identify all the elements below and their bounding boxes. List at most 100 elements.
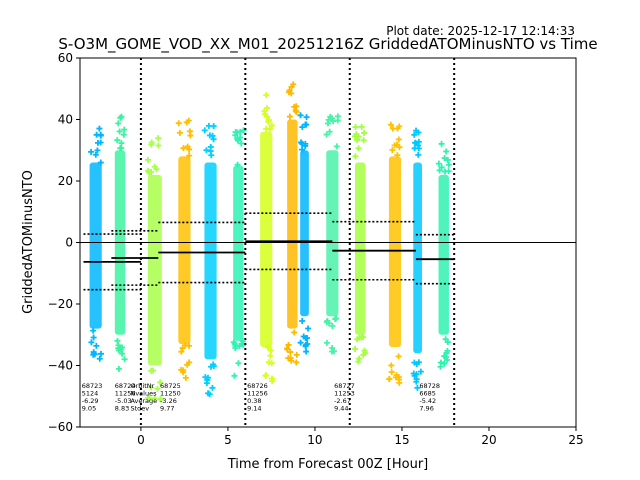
data-point-11-5 <box>387 121 394 128</box>
data-point-0-18 <box>97 350 104 357</box>
data-point-9-16 <box>328 348 335 355</box>
orbit-stat-2-3: 9.77 <box>160 405 174 413</box>
data-point-11-1 <box>389 147 396 154</box>
data-point-1-19 <box>115 347 122 354</box>
data-point-5-17 <box>231 372 238 379</box>
data-point-13-6 <box>445 161 452 168</box>
data-point-6-3 <box>264 104 271 111</box>
orbit-stat-4-3: 9.44 <box>334 405 348 413</box>
stats-header-2: Average <box>130 397 157 405</box>
data-point-10-5 <box>352 124 359 131</box>
data-point-13-5 <box>438 140 445 147</box>
data-point-2-9 <box>151 163 158 170</box>
data-point-9-19 <box>329 322 336 329</box>
orbit-stat-3-0: 68726 <box>247 382 268 390</box>
data-point-2-19 <box>157 395 164 402</box>
orbit-stat-5-3: 7.96 <box>419 405 433 413</box>
plot-date: Plot date: 2025-12-17 12:14:33 <box>386 24 575 38</box>
data-point-7-19 <box>284 346 291 353</box>
data-point-8-7 <box>302 142 309 149</box>
data-point-3-16 <box>186 359 193 366</box>
data-point-13-3 <box>441 154 448 161</box>
data-point-4-18 <box>202 374 209 381</box>
x-tick-label-5: 5 <box>224 433 232 447</box>
data-point-6-14 <box>267 352 274 359</box>
data-stripe-6 <box>260 131 273 348</box>
data-point-2-3 <box>148 141 155 148</box>
data-point-3-5 <box>185 117 192 124</box>
data-point-6-9 <box>265 117 272 124</box>
data-point-5-15 <box>239 338 246 345</box>
y-tick-label--60: −60 <box>48 420 73 434</box>
data-point-2-14 <box>150 367 157 374</box>
data-point-7-7 <box>286 87 293 94</box>
data-point-2-18 <box>144 395 151 402</box>
data-point-8-5 <box>302 121 309 128</box>
data-point-3-19 <box>182 374 189 381</box>
data-point-3-7 <box>186 128 193 135</box>
data-point-12-1 <box>415 129 422 136</box>
orbit-stat-4-2: -2.67 <box>334 397 351 405</box>
data-point-5-8 <box>234 135 241 142</box>
data-point-7-12 <box>293 359 300 366</box>
y-tick-label-20: 20 <box>58 174 73 188</box>
data-point-9-9 <box>327 113 334 120</box>
data-point-12-19 <box>413 371 420 378</box>
x-tick-label-20: 20 <box>481 433 496 447</box>
y-tick-label-40: 40 <box>58 113 73 127</box>
data-point-4-5 <box>207 148 214 155</box>
data-point-6-19 <box>269 375 276 382</box>
data-point-9-14 <box>324 317 331 324</box>
data-stripe-9 <box>326 150 339 317</box>
data-point-12-10 <box>417 368 424 375</box>
data-point-11-14 <box>388 362 395 369</box>
data-point-9-18 <box>332 316 339 323</box>
data-point-3-10 <box>178 348 185 355</box>
data-point-7-11 <box>291 329 298 336</box>
data-point-7-2 <box>291 103 298 110</box>
data-stripe-0 <box>89 162 102 329</box>
data-point-4-19 <box>210 363 217 370</box>
x-tick-label-15: 15 <box>394 433 409 447</box>
data-point-5-16 <box>235 360 242 367</box>
data-point-12-15 <box>411 359 418 366</box>
orbit-stat-3-3: 9.14 <box>247 405 261 413</box>
data-point-8-14 <box>305 325 312 332</box>
orbit-stat-5-0: 68728 <box>419 382 440 390</box>
x-tick-label-25: 25 <box>568 433 583 447</box>
data-point-0-19 <box>93 342 100 349</box>
orbit-stat-1-3: 8.83 <box>115 405 129 413</box>
orbit-stat-5-2: -5.42 <box>419 397 436 405</box>
data-point-6-18 <box>268 360 275 367</box>
data-point-13-8 <box>436 167 443 174</box>
data-point-6-8 <box>264 113 271 120</box>
data-point-3-8 <box>184 143 191 150</box>
orbit-stat-2-1: 11250 <box>160 390 181 398</box>
orbit-stat-1-2: -5.03 <box>115 397 132 405</box>
data-point-13-17 <box>437 363 444 370</box>
data-point-13-18 <box>443 357 450 364</box>
data-point-2-5 <box>144 156 151 163</box>
data-point-1-6 <box>120 131 127 138</box>
data-point-5-19 <box>236 342 243 349</box>
data-stripe-8 <box>300 150 309 317</box>
y-tick-label--20: −20 <box>48 297 73 311</box>
data-point-12-9 <box>415 145 422 152</box>
data-point-1-3 <box>114 137 121 144</box>
data-point-4-9 <box>201 127 208 134</box>
data-point-8-13 <box>299 318 306 325</box>
data-point-0-13 <box>90 334 97 341</box>
stats-header-0: OrbitNr <box>130 382 154 390</box>
orbit-stat-0-3: 9.05 <box>82 405 96 413</box>
data-point-13-1 <box>443 148 450 155</box>
data-point-0-12 <box>96 355 103 362</box>
data-point-3-15 <box>180 367 187 374</box>
data-point-13-2 <box>444 156 451 163</box>
orbit-stat-1-1: 11256 <box>115 390 136 398</box>
orbit-stat-0-1: 5124 <box>82 390 99 398</box>
data-point-4-7 <box>205 122 212 129</box>
data-point-1-4 <box>121 126 128 133</box>
data-point-11-3 <box>389 125 396 132</box>
x-tick-label-10: 10 <box>307 433 322 447</box>
data-point-6-13 <box>267 347 274 354</box>
